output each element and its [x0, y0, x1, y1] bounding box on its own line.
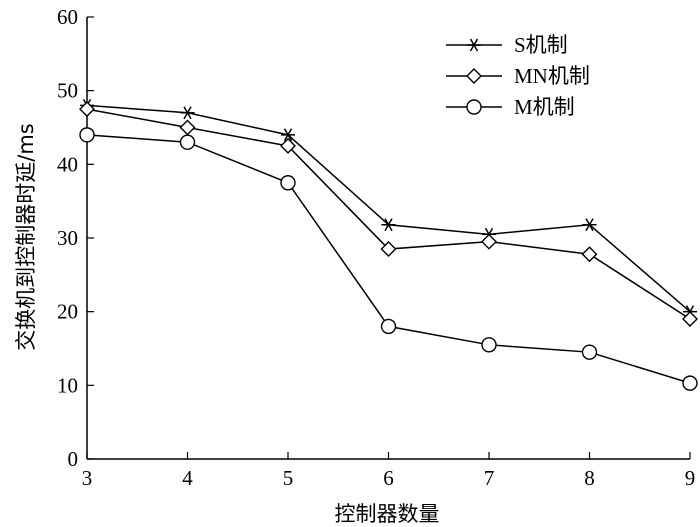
data-point	[79, 101, 95, 118]
legend-label: MN机制	[514, 64, 590, 88]
data-point	[179, 119, 196, 136]
star-stroke	[183, 106, 192, 120]
data-point	[179, 134, 196, 150]
legend-label: S机制	[514, 33, 568, 57]
data-point	[682, 375, 698, 391]
chart-series	[79, 98, 698, 391]
y-tick-label: 50	[57, 79, 78, 103]
x-axis-title: 控制器数量	[335, 502, 440, 526]
star-stroke	[283, 128, 293, 142]
chart-legend: S机制 MN机制 M机制	[446, 33, 590, 119]
data-point	[281, 128, 295, 142]
series-diamond	[79, 101, 698, 328]
data-point	[380, 241, 397, 258]
series-line	[86, 108, 691, 320]
legend-label: M机制	[514, 95, 575, 119]
data-point	[581, 246, 598, 263]
x-tick-label: 6	[383, 466, 394, 490]
star-stroke	[469, 38, 479, 52]
star-stroke	[585, 218, 594, 232]
data-point	[79, 127, 95, 143]
data-point	[481, 337, 497, 353]
series-star	[80, 98, 697, 319]
legend-entry: MN机制	[446, 64, 590, 88]
legend-entry: M机制	[446, 95, 575, 119]
legend-marker	[466, 68, 482, 84]
x-tick-label: 5	[283, 466, 294, 490]
data-point	[582, 218, 597, 232]
y-tick-label: 0	[68, 447, 79, 471]
y-tick-label: 60	[57, 5, 78, 29]
y-tick-label: 20	[57, 300, 78, 324]
legend-entry: S机制	[446, 33, 568, 57]
y-tick-label: 10	[57, 373, 78, 397]
x-tick-label: 9	[685, 466, 696, 490]
series-line	[86, 104, 691, 313]
legend-marker	[466, 99, 482, 115]
x-tick-label: 4	[182, 466, 193, 490]
data-point	[581, 344, 598, 360]
data-point	[280, 137, 296, 154]
y-tick-label: 30	[57, 226, 78, 250]
data-point	[682, 311, 698, 328]
y-axis-title: 交换机到控制器时延/ms	[14, 123, 38, 350]
x-tick-label: 3	[82, 466, 93, 490]
legend-marker	[467, 38, 481, 52]
x-tick-label: 7	[484, 466, 495, 490]
x-tick-label: 8	[584, 466, 595, 490]
data-point	[381, 218, 396, 232]
data-point	[380, 318, 397, 335]
data-point	[481, 233, 497, 250]
data-point	[280, 175, 296, 191]
data-point	[180, 106, 195, 120]
star-stroke	[384, 218, 393, 232]
y-tick-label: 40	[57, 152, 78, 176]
series-circle	[79, 127, 698, 391]
series-line	[86, 134, 691, 384]
chart-axes: 3 4 5 6 7 8 9 0 10 20 30 40 50 60	[57, 5, 695, 490]
